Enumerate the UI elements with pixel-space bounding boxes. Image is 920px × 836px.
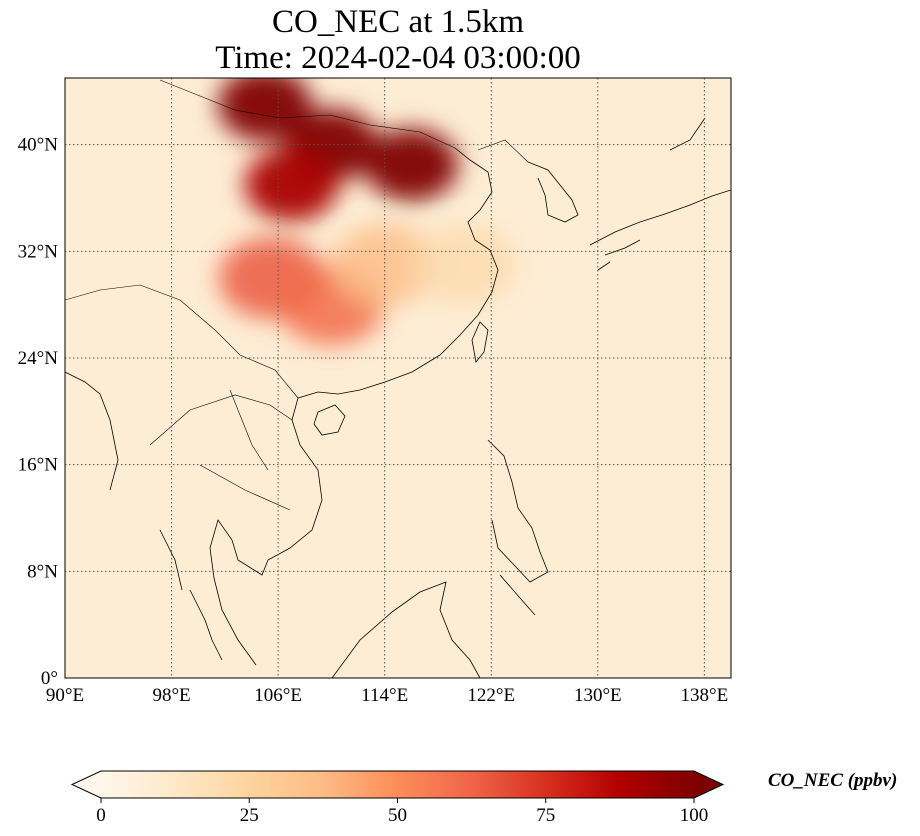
x-tick-label: 90°E	[46, 685, 84, 706]
coastline-hainan	[313, 404, 346, 436]
coastline-philippines	[487, 439, 549, 616]
plot-frame	[64, 77, 732, 679]
colorbar: 0 25 50 75 100	[70, 770, 725, 826]
colorbar-tick-label: 100	[680, 805, 709, 826]
colorbar-label: CO_NEC (ppbv)	[768, 770, 898, 791]
colorbar-tick-label: 0	[96, 805, 106, 826]
chart-title: CO_NEC at 1.5km Time: 2024-02-04 03:00:0…	[0, 4, 796, 76]
title-line-2: Time: 2024-02-04 03:00:00	[215, 40, 581, 76]
x-tick-label: 106°E	[254, 685, 302, 706]
colorbar-tick-label: 75	[536, 805, 555, 826]
coastline-taiwan	[471, 321, 489, 363]
colorbar-body	[101, 771, 694, 798]
x-axis-ticks: 90°E 98°E 106°E 114°E 122°E 130°E 138°E	[46, 685, 728, 706]
hotspot-6	[331, 223, 438, 306]
coastlines-borders	[65, 79, 731, 678]
coastline-china	[297, 147, 499, 399]
y-tick-label: 8°N	[27, 561, 58, 582]
x-tick-label: 114°E	[361, 685, 408, 706]
colorbar-tick-label: 25	[240, 805, 259, 826]
coastline-bay-of-bengal	[65, 371, 183, 591]
title-line-1: CO_NEC at 1.5km	[271, 4, 525, 40]
colorbar-tick-label: 50	[388, 805, 407, 826]
x-tick-label: 138°E	[681, 685, 729, 706]
y-tick-label: 16°N	[18, 455, 59, 476]
coastline-indochina	[209, 397, 323, 666]
borders	[65, 79, 529, 511]
y-tick-label: 24°N	[18, 348, 59, 369]
coastline-korea	[527, 161, 579, 223]
x-tick-label: 122°E	[467, 685, 515, 706]
hotspot-7	[411, 223, 518, 306]
hotspot-2	[217, 78, 312, 141]
x-tick-label: 130°E	[574, 685, 622, 706]
y-tick-label: 32°N	[18, 241, 59, 262]
y-tick-label: 40°N	[18, 135, 59, 156]
colorbar-extend-high	[694, 771, 723, 798]
y-tick-label: 0°	[41, 668, 58, 689]
hotspot-3	[244, 148, 339, 221]
y-axis-ticks: 0° 8°N 16°N 24°N 32°N 40°N	[18, 135, 59, 689]
hotspot-1	[364, 128, 459, 201]
coastline-borneo	[331, 581, 481, 678]
coastline-japan	[589, 117, 731, 271]
concentration-field	[217, 78, 518, 346]
colorbar-ticks: 0 25 50 75 100	[96, 798, 708, 826]
colorbar-extend-low	[72, 771, 101, 798]
gridlines	[65, 78, 731, 678]
coastline-malaysia	[189, 589, 223, 661]
x-tick-label: 98°E	[152, 685, 190, 706]
